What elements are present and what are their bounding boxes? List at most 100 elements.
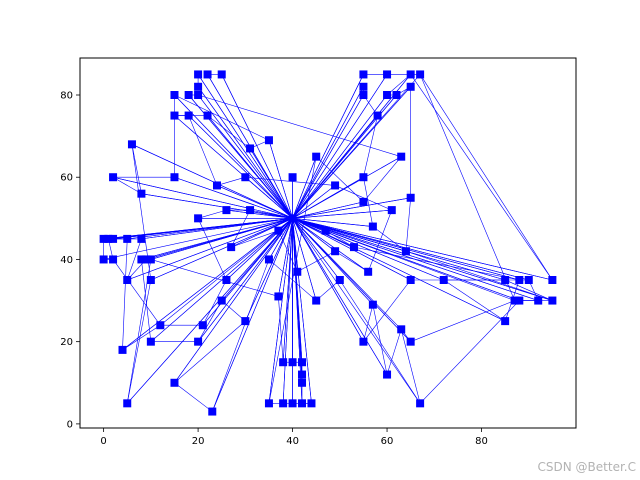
edge-line [363, 115, 378, 178]
edge-line [292, 218, 388, 375]
node-marker [142, 255, 151, 264]
node-marker [203, 111, 212, 120]
edge-line [197, 218, 293, 342]
edge-line [226, 209, 293, 219]
node-marker [227, 243, 236, 252]
edge-line [216, 185, 293, 219]
node-marker [401, 247, 410, 256]
node-marker [109, 173, 118, 182]
edge-line [230, 209, 251, 248]
node-markers [99, 70, 557, 416]
node-marker [416, 70, 425, 79]
edge-line [197, 94, 293, 219]
node-marker [298, 378, 307, 387]
edge-line [292, 156, 317, 219]
node-marker [439, 276, 448, 284]
edge-line [292, 218, 444, 281]
edge-line [268, 218, 293, 404]
node-marker [359, 70, 368, 79]
edge-line [112, 176, 142, 194]
node-marker [246, 144, 255, 153]
node-marker [222, 276, 231, 284]
edge-line [405, 197, 411, 252]
node-marker [264, 136, 273, 145]
node-marker [368, 300, 377, 309]
edge-line [363, 279, 411, 342]
edge-line [122, 324, 161, 351]
edge-line [292, 176, 364, 219]
x-tick-label: 60 [381, 436, 394, 447]
node-marker [241, 173, 250, 182]
edge-line [282, 218, 293, 404]
node-marker [397, 325, 406, 334]
edge-line [419, 74, 515, 301]
plot-frame [79, 57, 577, 429]
edge-line [278, 230, 298, 272]
node-marker [501, 276, 510, 284]
node-marker [217, 296, 226, 305]
node-marker [406, 276, 415, 284]
edge-line [292, 218, 374, 305]
node-marker [321, 226, 330, 235]
edge-line [231, 218, 293, 248]
edge-line [268, 218, 293, 260]
edge-line [292, 218, 553, 281]
node-marker [217, 70, 226, 79]
node-marker [203, 70, 212, 79]
node-marker [184, 111, 193, 120]
edge-line [231, 230, 279, 248]
edge-line [292, 74, 388, 219]
edge-line [122, 238, 128, 350]
node-marker [312, 152, 321, 161]
edge-line [292, 218, 369, 273]
edge-line [353, 246, 520, 281]
node-marker [406, 70, 415, 79]
x-tick-label: 0 [100, 436, 106, 447]
edge-line [292, 218, 506, 322]
y-tick-label: 40 [60, 255, 73, 266]
node-marker [264, 399, 273, 408]
edge-line [131, 144, 293, 219]
edge-line [174, 176, 293, 219]
node-marker [331, 181, 340, 190]
node-marker [359, 82, 368, 91]
edge-line [292, 218, 303, 383]
edge-line [363, 177, 374, 227]
edge-line [292, 94, 364, 219]
edge-line [292, 218, 411, 342]
edge-line [141, 218, 293, 260]
node-marker [524, 276, 533, 284]
node-marker [392, 91, 401, 99]
node-marker [406, 337, 415, 346]
edge-line [292, 218, 407, 252]
edge-line [292, 185, 336, 219]
edge-line [126, 238, 142, 281]
node-marker [274, 226, 283, 235]
node-marker [406, 82, 415, 91]
node-marker [383, 70, 392, 79]
edge-line [372, 304, 388, 375]
node-marker [501, 317, 510, 326]
edge-line [197, 218, 227, 281]
edge-line [367, 210, 393, 272]
node-marker [307, 399, 316, 408]
edge-line [131, 144, 142, 194]
node-marker [127, 140, 136, 149]
edge-line [198, 94, 402, 157]
edge-line [122, 218, 293, 351]
edge-line [339, 279, 421, 404]
node-marker [99, 255, 108, 264]
node-marker [288, 173, 297, 182]
node-marker [368, 222, 377, 231]
node-marker [548, 276, 557, 284]
edge-line [197, 86, 293, 219]
edge-line [282, 218, 293, 363]
node-marker [387, 206, 396, 215]
edge-line [334, 185, 392, 211]
node-marker [99, 234, 108, 243]
node-marker [359, 91, 368, 99]
edge-line [315, 156, 364, 203]
edge-line [188, 115, 293, 219]
edge-line [297, 250, 336, 273]
